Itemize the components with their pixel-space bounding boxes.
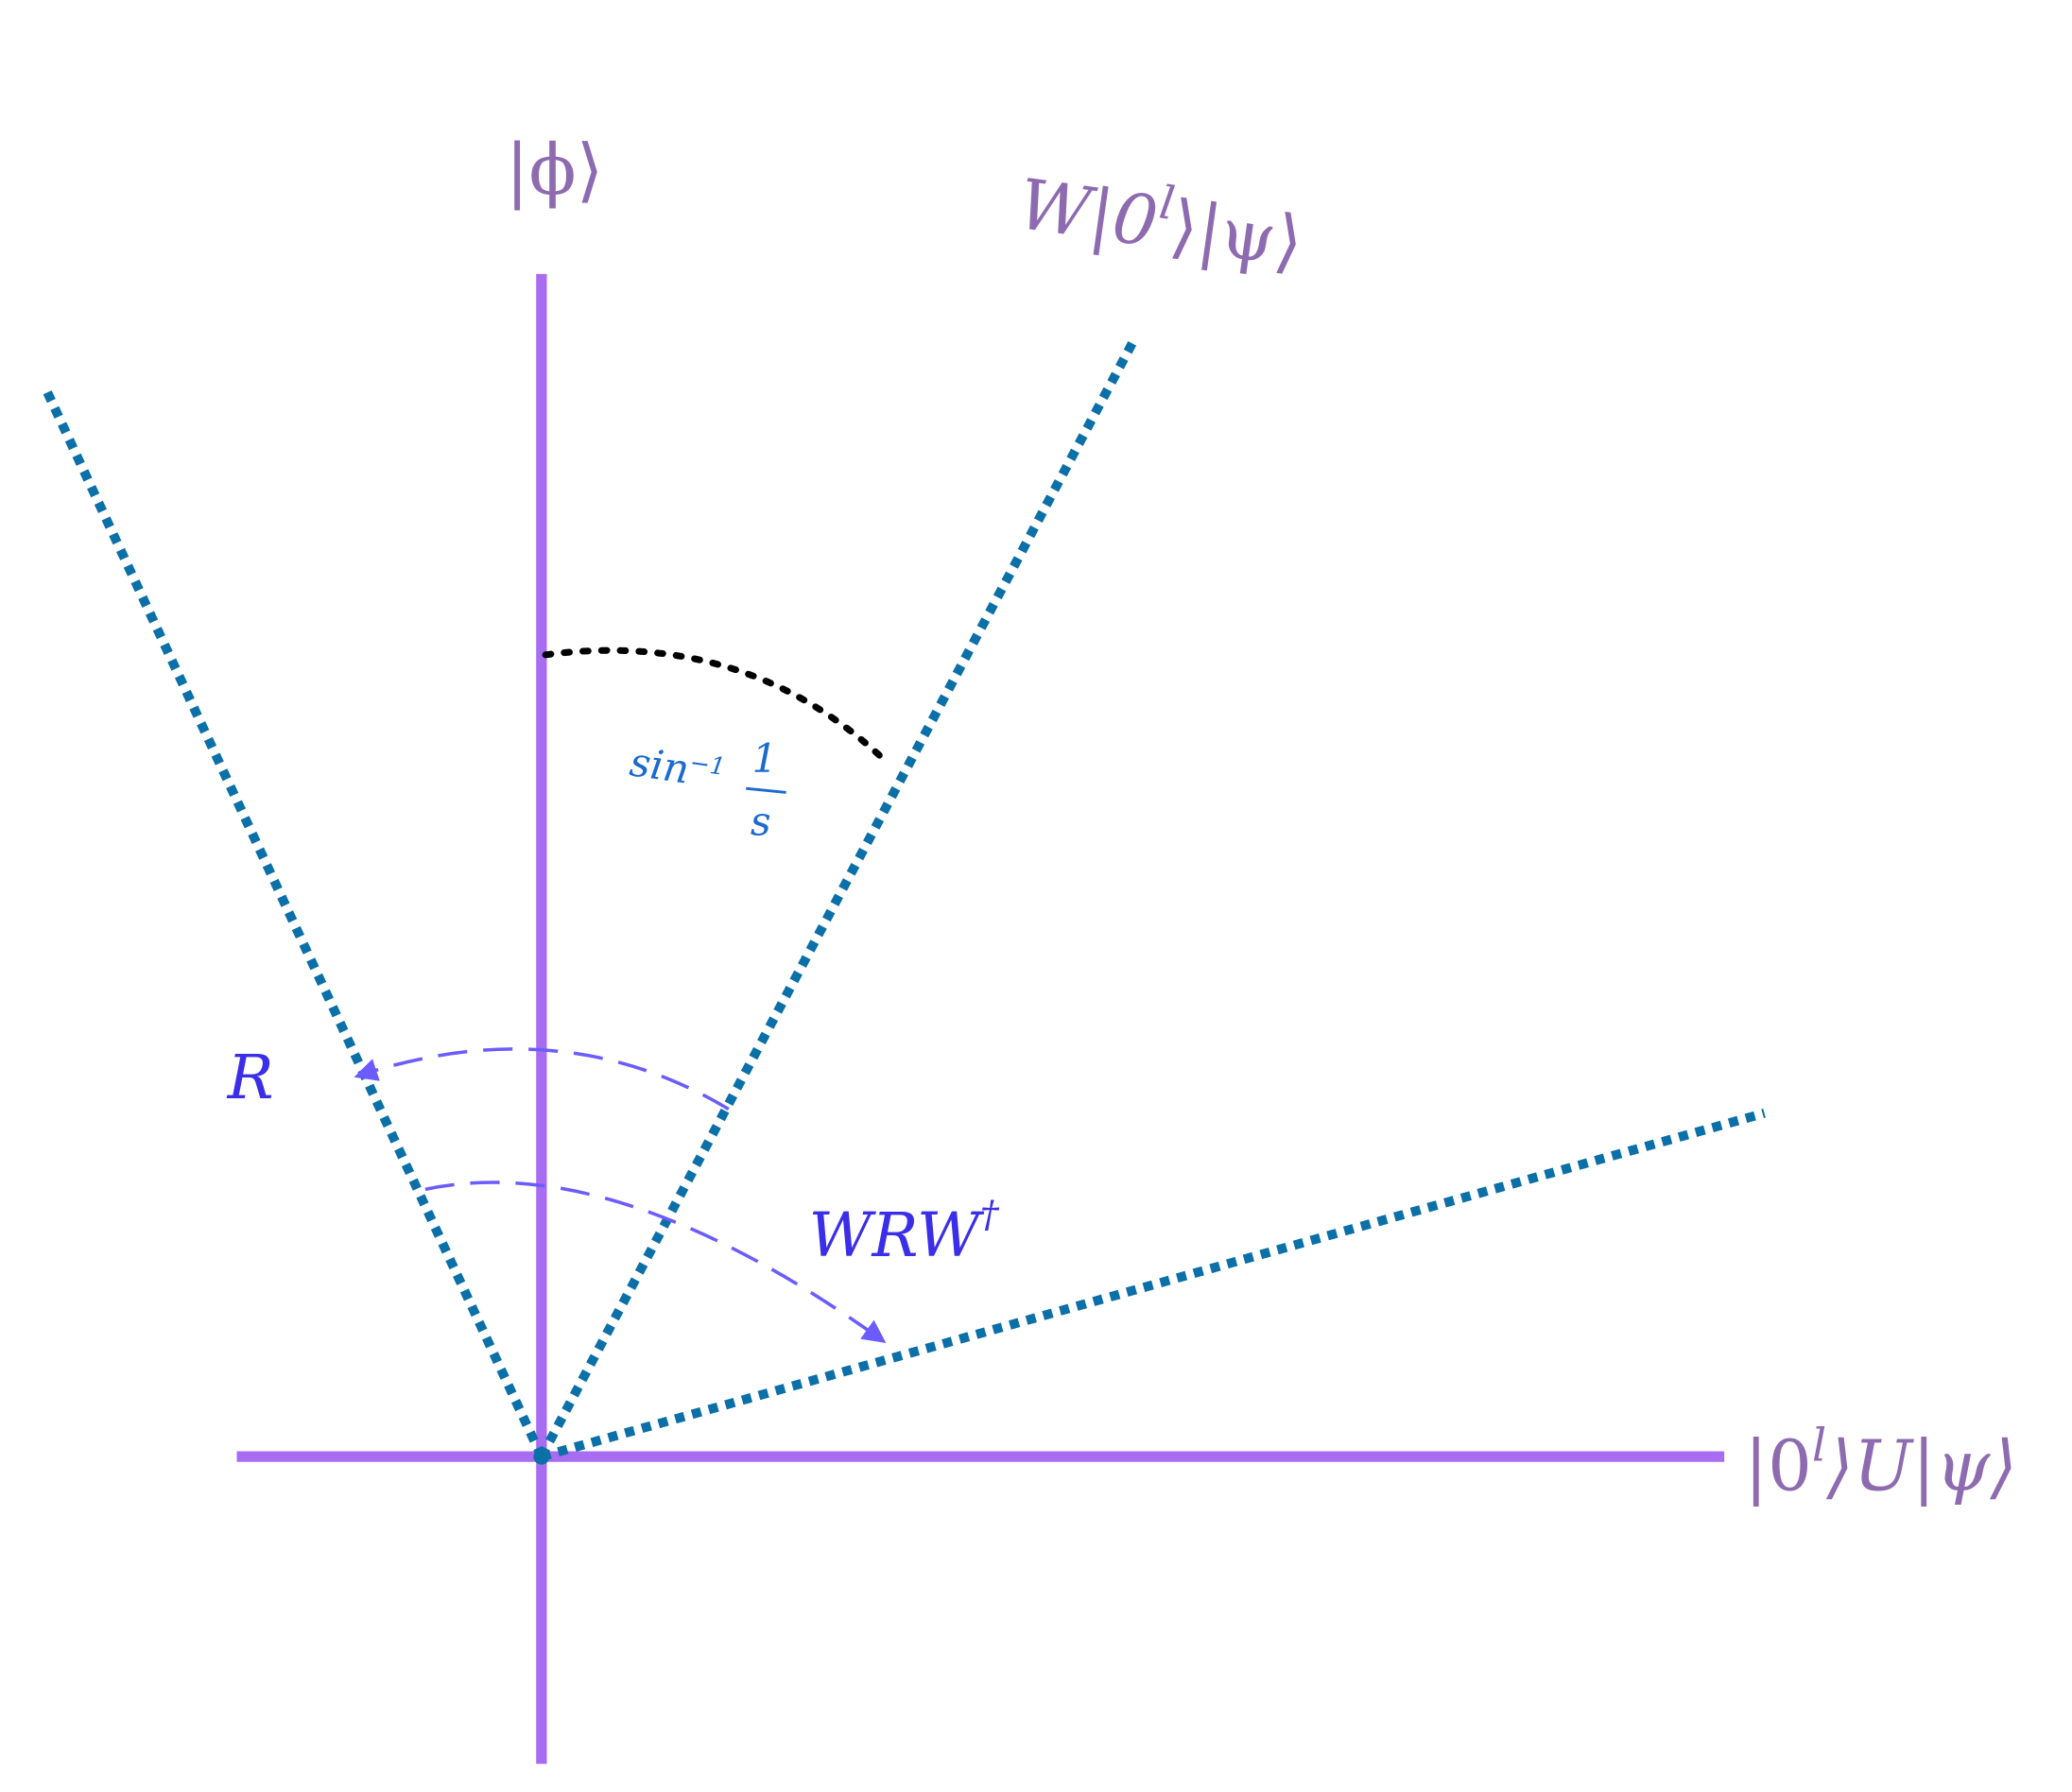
wrw-base: WRW xyxy=(809,1200,985,1271)
u-state-pre: |0 xyxy=(1744,1426,1812,1507)
u-state-label: |0l⟩U|ψ⟩ xyxy=(1744,1419,2017,1507)
w-state-sup: l xyxy=(1156,176,1178,231)
r-arrow xyxy=(354,1047,730,1111)
origin xyxy=(533,1448,550,1465)
u-state-sup: l xyxy=(1812,1419,1826,1472)
wrw-sup: † xyxy=(980,1193,1000,1236)
angle-den: s xyxy=(751,800,771,846)
axes xyxy=(236,273,1725,1765)
w-state-ray xyxy=(537,338,1138,1459)
w-state-label: W|0l⟩|ψ⟩ xyxy=(1013,157,1308,284)
angle-fn-name: sin xyxy=(627,739,692,793)
fraction-bar xyxy=(746,786,786,794)
rotated-ray xyxy=(540,1108,1766,1461)
reflected-ray xyxy=(43,389,546,1459)
w-state-post: ⟩|ψ⟩ xyxy=(1166,186,1307,284)
angle-num: 1 xyxy=(751,736,777,783)
w-state-pre: W|0 xyxy=(1013,164,1163,264)
angle-sup: −1 xyxy=(688,748,727,781)
wrw-label: WRW† xyxy=(809,1193,1000,1271)
state-vectors xyxy=(43,338,1766,1461)
r-label: R xyxy=(227,1042,274,1113)
phi-label: |ϕ⟩ xyxy=(506,130,604,211)
u-state-post: ⟩U|ψ⟩ xyxy=(1825,1426,2017,1507)
angle-fn: sin−1 xyxy=(627,739,727,799)
wrw-arrow xyxy=(424,1180,887,1343)
angle-label: sin−1 1 s xyxy=(627,736,786,846)
angle-arc xyxy=(542,646,893,768)
